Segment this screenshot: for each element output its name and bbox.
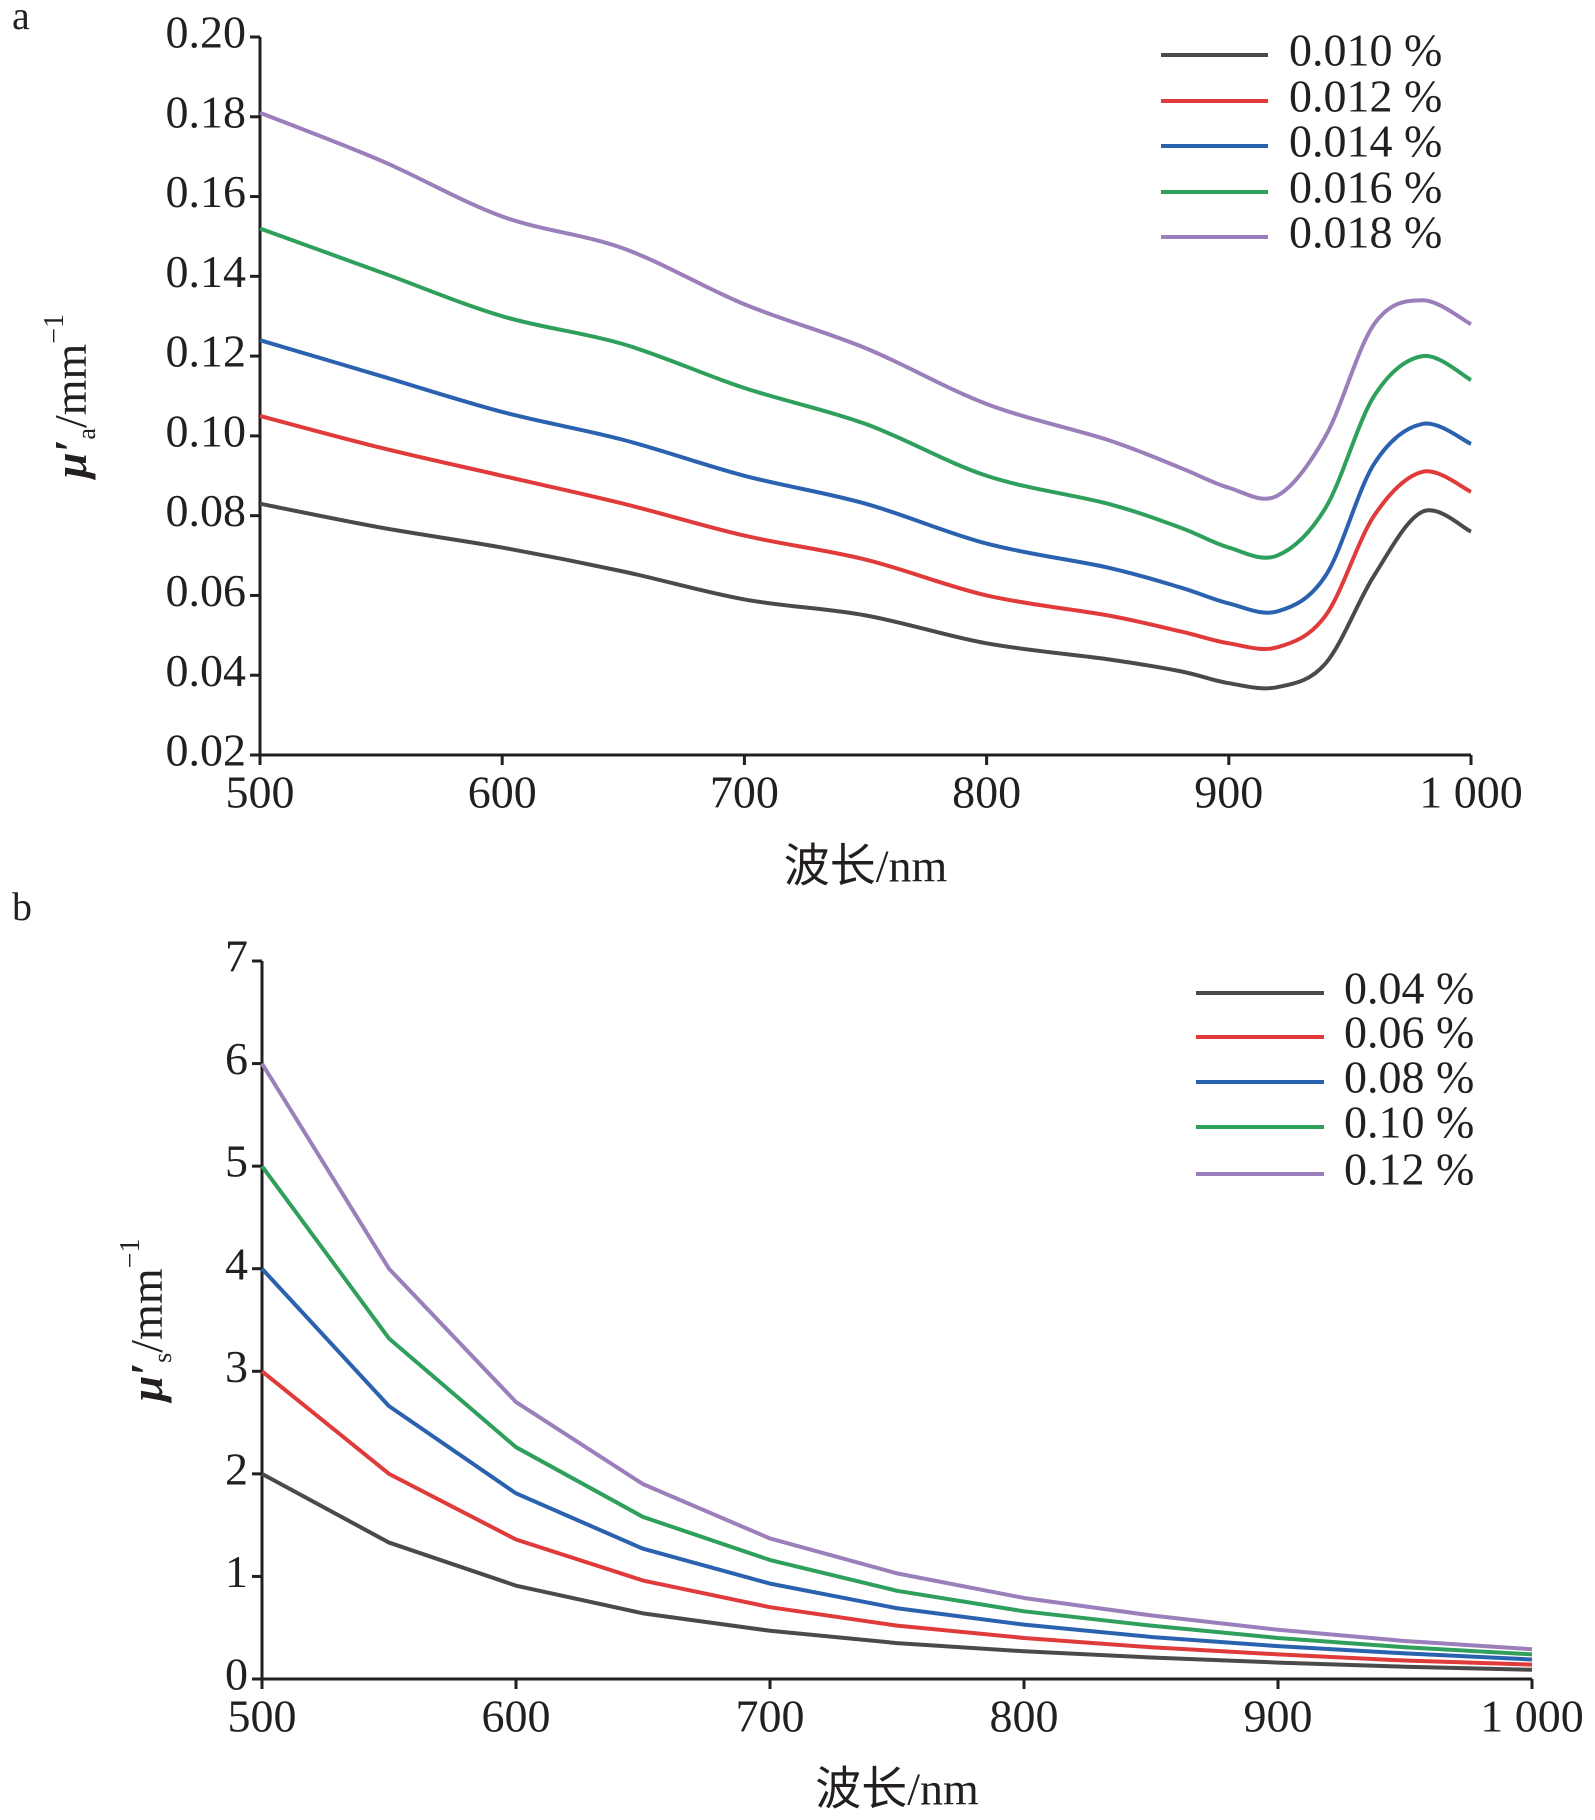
y-tick-label: 7 — [225, 931, 248, 982]
legend-label: 0.012 % — [1289, 71, 1442, 122]
y-tick-label: 0.10 — [166, 405, 247, 456]
y-tick-label: 2 — [225, 1443, 248, 1494]
y-tick-label: 0.12 — [166, 326, 247, 377]
x-axis-title: 波长/nm — [784, 841, 948, 892]
legend-label: 0.016 % — [1289, 162, 1442, 213]
x-tick-label: 500 — [228, 1691, 297, 1742]
x-tick-label: 800 — [952, 767, 1021, 818]
y-axis-subscript: a — [72, 428, 101, 440]
legend-label: 0.08 % — [1344, 1052, 1474, 1103]
y-tick-label: 6 — [225, 1033, 248, 1084]
y-tick-label: 0.18 — [166, 86, 247, 137]
x-tick-label: 800 — [990, 1691, 1059, 1742]
series-line — [260, 1267, 1533, 1662]
x-tick-label: 900 — [1194, 767, 1263, 818]
y-axis-title: μ′s/mm−1 — [115, 1239, 177, 1404]
series-line — [261, 1472, 1533, 1672]
y-tick-label: 0 — [225, 1649, 248, 1700]
legend-label: 0.018 % — [1289, 207, 1442, 258]
y-tick-label: 0.04 — [166, 645, 247, 696]
x-tick-label: 600 — [482, 1691, 551, 1742]
legend-label: 0.12 % — [1344, 1144, 1474, 1195]
y-tick-label: 0.08 — [166, 485, 247, 536]
legend-label: 0.06 % — [1344, 1007, 1474, 1058]
legend-label: 0.04 % — [1344, 963, 1474, 1014]
y-tick-label: 1 — [225, 1546, 248, 1597]
panel-label: a — [12, 0, 30, 38]
series-line — [259, 110, 1472, 501]
y-axis-subscript: s — [148, 1353, 177, 1363]
series-line — [260, 1062, 1533, 1652]
y-tick-label: 4 — [225, 1238, 248, 1289]
y-axis-unit: /mm — [121, 1268, 172, 1353]
y-axis-title: μ′a/mm−1 — [39, 314, 101, 480]
x-tick-label: 900 — [1244, 1691, 1313, 1742]
y-tick-label: 0.14 — [166, 246, 247, 297]
series-line — [259, 501, 1472, 691]
series-line — [259, 414, 1472, 652]
x-tick-label: 700 — [736, 1691, 805, 1742]
x-tick-label: 1 000 — [1480, 1691, 1584, 1742]
y-tick-label: 0.02 — [166, 725, 247, 776]
y-tick-label: 0.06 — [166, 565, 247, 616]
x-tick-label: 1 000 — [1419, 767, 1523, 818]
series-line — [260, 1164, 1533, 1657]
y-axis-unit: /mm — [45, 343, 96, 428]
x-axis-title: 波长/nm — [815, 1764, 979, 1815]
y-axis-symbol: μ′ — [121, 1363, 172, 1404]
series-line — [260, 1369, 1533, 1667]
x-tick-label: 600 — [468, 767, 537, 818]
legend-label: 0.014 % — [1289, 116, 1442, 167]
panel-label: b — [12, 884, 32, 929]
y-tick-label: 0.16 — [166, 166, 247, 217]
y-tick-label: 5 — [225, 1136, 248, 1187]
y-tick-label: 0.20 — [166, 7, 247, 58]
y-tick-label: 3 — [225, 1341, 248, 1392]
legend-label: 0.10 % — [1344, 1097, 1474, 1148]
y-axis-symbol: μ′ — [45, 440, 96, 481]
x-tick-label: 500 — [226, 767, 295, 818]
series-line — [259, 226, 1473, 560]
series-line — [259, 338, 1472, 615]
x-tick-label: 700 — [710, 767, 779, 818]
y-axis-exponent: −1 — [39, 314, 70, 344]
y-axis-exponent: −1 — [115, 1239, 146, 1269]
legend-label: 0.010 % — [1289, 25, 1442, 76]
